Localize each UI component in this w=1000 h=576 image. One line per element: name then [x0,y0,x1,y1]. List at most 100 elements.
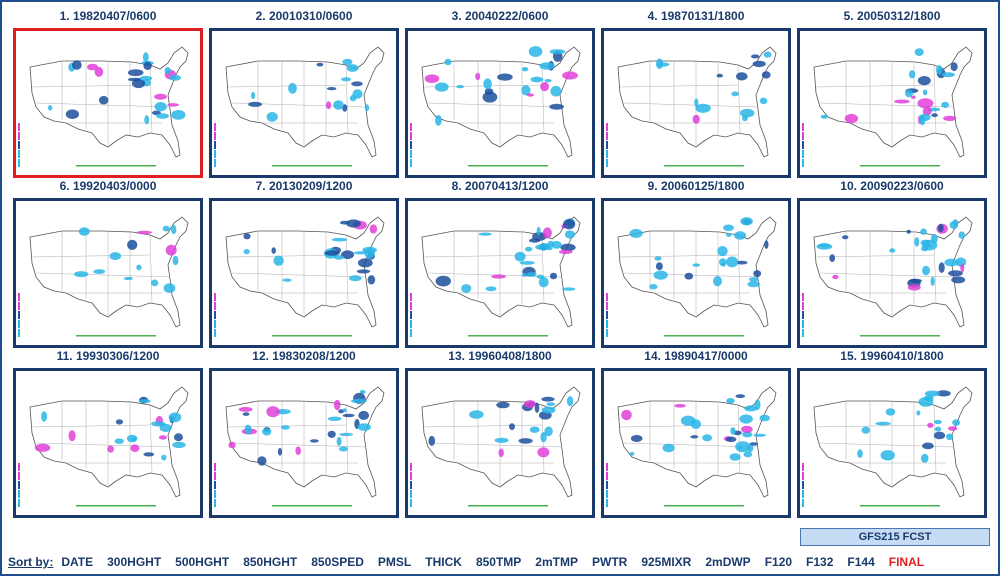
precip-area [946,433,954,441]
sort-option-925mixr[interactable]: 925MIXR [641,555,692,569]
precip-area [540,431,547,443]
precip-area [960,263,965,273]
precip-area [538,277,549,288]
precip-area [94,66,104,77]
precip-area [662,443,675,453]
precip-area [829,254,836,262]
panel-title: 15. 19960410/1800 [840,349,944,363]
panel-map-thumbnail[interactable] [797,28,987,178]
sort-option-500hght[interactable]: 500HGHT [175,555,230,569]
legend-swatch [18,141,20,149]
precip-area [331,237,348,242]
precip-map [800,371,984,515]
panel-map-thumbnail[interactable] [209,368,399,518]
precip-area [358,410,370,420]
precip-area [731,91,739,97]
legend-swatch [410,302,412,310]
precip-area [725,436,737,443]
sort-option-f120[interactable]: F120 [764,555,793,569]
legend-swatch [606,329,608,337]
precip-area [761,71,771,79]
state-border [35,102,171,108]
panel-map-thumbnail[interactable] [209,28,399,178]
precip-area [692,263,701,267]
precip-map [212,201,396,345]
precip-area [941,101,949,108]
state-border [345,234,349,304]
precip-area [351,81,363,87]
sort-option-2mtmp[interactable]: 2mTMP [535,555,578,569]
precip-area [526,272,537,277]
map-footer-line [76,505,156,507]
precip-area [324,250,340,256]
map-footer-line [272,335,352,337]
state-border [933,404,937,474]
legend-swatch [606,463,608,471]
sort-option-thick[interactable]: THICK [425,555,462,569]
sort-option-850tmp[interactable]: 850TMP [475,555,522,569]
sort-option-pmsl[interactable]: PMSL [377,555,412,569]
precip-area [702,434,713,442]
precip-area [136,230,153,235]
precip-area [238,407,253,412]
panel-map-thumbnail[interactable] [797,198,987,348]
legend-swatch [606,150,608,158]
precip-area [114,438,124,444]
sort-option-f132[interactable]: F132 [806,555,834,569]
precip-area [526,93,534,97]
map-footer-line [664,165,744,167]
legend-swatch [410,159,412,167]
panel-map-thumbnail[interactable] [405,368,595,518]
precip-area [930,234,938,244]
precip-area [759,97,768,105]
panel-map-thumbnail[interactable] [405,198,595,348]
precip-area [172,441,186,449]
sort-option-850sped[interactable]: 850SPED [311,555,364,569]
precip-area [692,114,700,124]
precip-area [920,239,931,246]
panel-map-thumbnail[interactable] [13,28,203,178]
panel-map-thumbnail[interactable] [601,28,791,178]
sort-option-2mdwp[interactable]: 2mDWP [705,555,751,569]
sort-label: Sort by: [8,555,54,569]
precip-area [144,115,150,125]
legend-swatch [18,159,20,167]
precip-area [653,270,668,280]
sort-option-300hght[interactable]: 300HGHT [107,555,162,569]
panel-map-thumbnail[interactable] [209,198,399,348]
precip-area [947,426,958,431]
precip-area [740,217,753,226]
panel-map-thumbnail[interactable] [13,368,203,518]
precip-area [164,67,171,74]
precip-area [428,435,436,446]
legend-swatch [410,293,412,301]
map-footer-line [76,335,156,337]
precip-area [352,89,363,99]
forecast-button[interactable]: GFS215 FCST [800,528,990,546]
map-footer-line [468,505,548,507]
legend-swatch [410,499,412,507]
panel-map-thumbnail[interactable] [797,368,987,518]
precip-area [277,447,283,456]
precip-area [723,224,734,232]
precip-area [719,258,727,267]
precip-area [484,88,494,95]
panel-title: 1. 19820407/0600 [59,9,157,23]
precip-area [958,231,966,239]
panel-map-thumbnail[interactable] [13,198,203,348]
sort-option-f144[interactable]: F144 [847,555,875,569]
panel-map-thumbnail[interactable] [601,198,791,348]
precip-area [342,58,353,66]
precip-area [34,443,51,452]
precip-area [919,115,926,126]
precip-area [327,416,342,421]
panel-map-thumbnail[interactable] [601,368,791,518]
sort-option-pwtr[interactable]: PWTR [591,555,628,569]
precip-area [333,399,341,411]
legend-swatch [410,472,412,480]
sort-option-final[interactable]: FINAL [888,555,925,569]
sort-option-850hght[interactable]: 850HGHT [243,555,298,569]
sort-option-date[interactable]: DATE [61,555,94,569]
panel-map-thumbnail[interactable] [405,28,595,178]
